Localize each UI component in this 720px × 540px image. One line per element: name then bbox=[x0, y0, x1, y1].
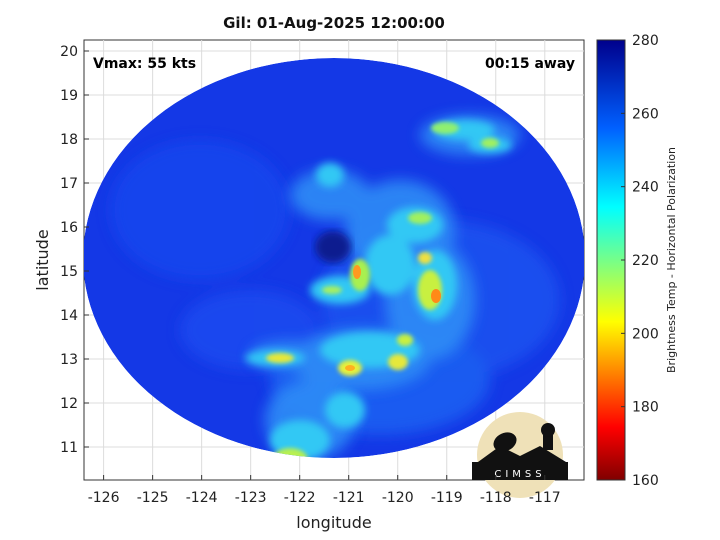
x-axis: -126 -125 -124 -123 -122 -121 -120 -119 -118 -117 bbox=[88, 475, 561, 506]
x-tick-label: -126 bbox=[88, 490, 120, 506]
colorbar-ticks: 280 260 240 220 200 180 160 bbox=[621, 33, 659, 489]
y-tick-label: 15 bbox=[60, 264, 78, 280]
x-tick-label: -123 bbox=[235, 490, 267, 506]
plot-title: Gil: 01-Aug-2025 12:00:00 bbox=[223, 14, 445, 32]
x-tick-label: -120 bbox=[382, 490, 414, 506]
colorbar-tick-label: 240 bbox=[632, 180, 659, 196]
y-tick-label: 14 bbox=[60, 308, 78, 324]
y-tick-label: 16 bbox=[60, 220, 78, 236]
away-label: 00:15 away bbox=[485, 56, 575, 72]
cimss-logo-text: CIMSS bbox=[494, 469, 545, 480]
satellite-swath bbox=[84, 58, 584, 458]
colorbar-tick-label: 160 bbox=[632, 473, 659, 489]
x-tick-label: -125 bbox=[137, 490, 169, 506]
y-tick-label: 11 bbox=[60, 440, 78, 456]
colorbar-tick-label: 180 bbox=[632, 400, 659, 416]
x-tick-label: -119 bbox=[431, 490, 463, 506]
colorbar-tick-label: 200 bbox=[632, 326, 659, 342]
y-tick-label: 19 bbox=[60, 88, 78, 104]
vmax-label: Vmax: 55 kts bbox=[93, 56, 196, 72]
x-tick-label: -117 bbox=[529, 490, 561, 506]
x-tick-label: -121 bbox=[333, 490, 365, 506]
colorbar-tick-label: 280 bbox=[632, 33, 659, 49]
x-tick-label: -122 bbox=[284, 490, 316, 506]
colorbar bbox=[596, 39, 626, 481]
cimss-logo: CIMSS bbox=[472, 412, 568, 498]
y-tick-label: 13 bbox=[60, 352, 78, 368]
x-axis-label: longitude bbox=[296, 513, 371, 532]
colorbar-tick-label: 220 bbox=[632, 253, 659, 269]
y-axis: 20 19 18 17 16 15 14 13 12 11 bbox=[60, 44, 89, 456]
y-tick-label: 20 bbox=[60, 44, 78, 60]
y-axis-label: latitude bbox=[33, 229, 52, 290]
y-tick-label: 18 bbox=[60, 132, 78, 148]
colorbar-label: Brightness Temp - Horizontal Polarizatio… bbox=[665, 147, 678, 373]
x-tick-label: -118 bbox=[480, 490, 512, 506]
y-tick-label: 17 bbox=[60, 176, 78, 192]
y-tick-label: 12 bbox=[60, 396, 78, 412]
x-tick-label: -124 bbox=[186, 490, 218, 506]
colorbar-tick-label: 260 bbox=[632, 106, 659, 122]
